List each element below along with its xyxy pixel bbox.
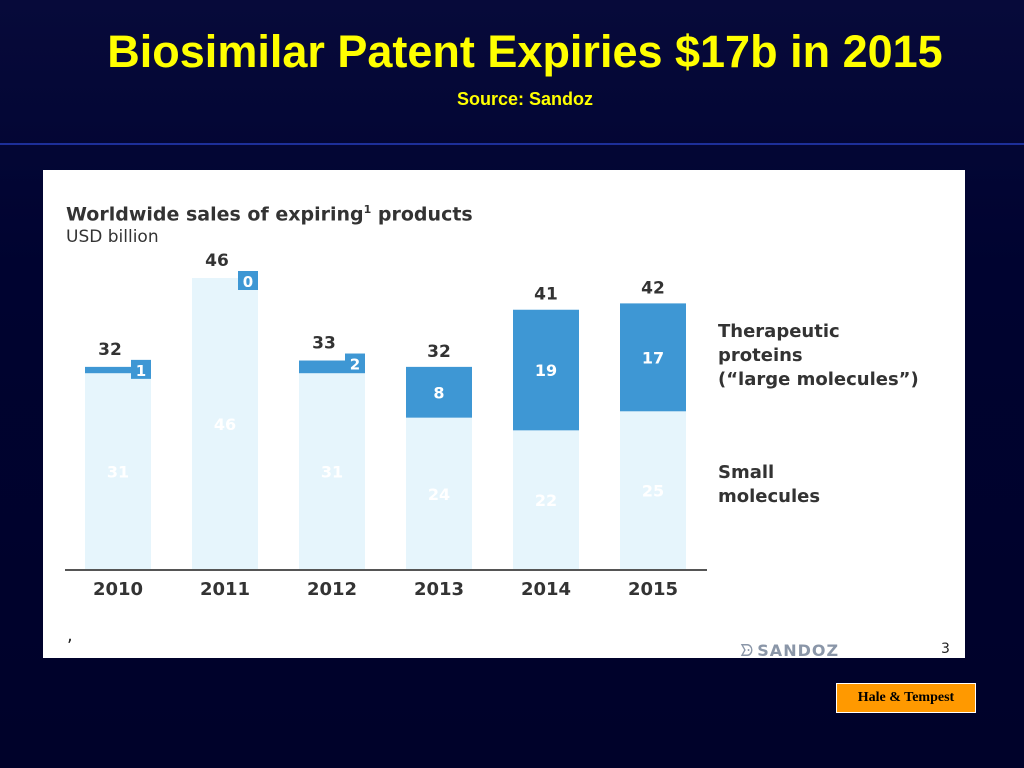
data-label-large-box <box>345 353 365 373</box>
sandoz-logo-text: SANDOZ <box>757 641 840 660</box>
sandoz-swirl-icon: ᗦ <box>740 641 755 660</box>
bar-total-label: 32 <box>427 342 451 362</box>
chart-unit: USD billion <box>66 227 159 247</box>
x-tick-label: 2013 <box>414 579 464 600</box>
data-label-large-box <box>131 359 151 379</box>
data-label-large: 2 <box>350 356 360 374</box>
slide-subtitle: Source: Sandoz <box>456 89 594 109</box>
bar-total-label: 46 <box>205 251 229 271</box>
data-label-small: 22 <box>535 491 557 510</box>
data-label-large: 17 <box>642 348 664 367</box>
credit-badge: Hale & Tempest <box>836 683 976 713</box>
bar-total-label: 41 <box>534 285 558 305</box>
x-tick-label: 2010 <box>93 579 143 600</box>
footnote-mark: , <box>67 625 73 646</box>
chart-title-text: Worldwide sales of expiring <box>66 203 364 226</box>
header-divider <box>0 143 1024 145</box>
bar-large-molecules <box>85 366 151 374</box>
legend-large-line: (“large molecules”) <box>718 369 919 390</box>
data-label-large-box <box>238 271 258 290</box>
bar-small-molecules <box>513 430 579 570</box>
legend-large-line: Therapeutic <box>718 321 840 342</box>
bar-large-molecules <box>620 303 686 412</box>
x-tick-label: 2015 <box>628 579 678 600</box>
legend-small-line: Small <box>718 462 775 483</box>
data-label-large: 19 <box>535 361 557 380</box>
legend-large-molecules: Therapeutic proteins (“large molecules”) <box>718 320 919 392</box>
x-tick-label: 2014 <box>521 579 571 600</box>
bar-total-label: 33 <box>312 334 336 354</box>
legend-small-molecules: Small molecules <box>718 461 820 509</box>
slide-title: Biosimilar Patent Expiries $17b in 2015 <box>107 26 943 77</box>
bar-small-molecules <box>620 411 686 570</box>
data-label-large: 1 <box>136 362 146 380</box>
bar-total-label: 42 <box>641 278 665 298</box>
bar-small-molecules <box>192 278 258 570</box>
chart-title-suffix: products <box>371 203 473 226</box>
sandoz-logo: ᗦ SANDOZ <box>740 641 839 661</box>
stacked-bar-chart: 31 1 32 2010 46 0 46 2011 31 2 33 2012 24 8 32 2013 22 19… <box>65 251 707 600</box>
bar-large-molecules <box>513 309 579 431</box>
data-label-large: 0 <box>243 273 253 291</box>
bar-large-molecules <box>406 366 472 418</box>
data-label-small: 25 <box>642 482 664 501</box>
data-label-small: 31 <box>107 463 129 482</box>
data-label-small: 24 <box>428 485 450 504</box>
x-tick-label: 2012 <box>307 579 357 600</box>
data-label-large: 8 <box>433 383 444 402</box>
data-label-small: 31 <box>321 463 343 482</box>
chart-title-footnote: 1 <box>363 203 372 216</box>
bar-small-molecules <box>299 373 365 570</box>
page-number: 3 <box>941 641 950 657</box>
bar-total-label: 32 <box>98 340 122 360</box>
legend-small-line: molecules <box>718 486 821 507</box>
bar-small-molecules <box>406 417 472 570</box>
data-label-small: 46 <box>214 415 236 434</box>
x-tick-label: 2011 <box>200 579 250 600</box>
chart-title: Worldwide sales of expiring1 products <box>66 203 473 225</box>
chart-panel: Worldwide sales of expiring1 products US… <box>43 170 965 661</box>
legend-large-line: proteins <box>718 345 803 366</box>
bar-small-molecules <box>85 373 151 570</box>
